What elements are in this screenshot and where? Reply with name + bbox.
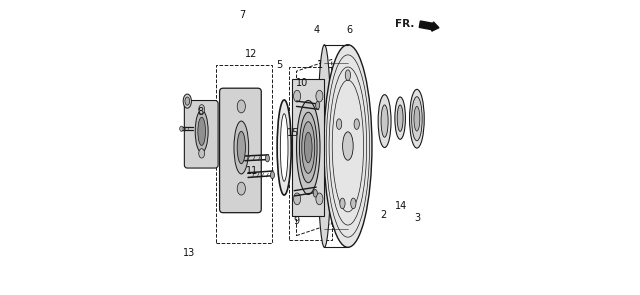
Ellipse shape (183, 94, 191, 108)
Ellipse shape (351, 198, 356, 209)
Bar (216, 65, 271, 243)
Ellipse shape (280, 114, 288, 181)
Ellipse shape (313, 189, 317, 197)
Ellipse shape (234, 121, 249, 174)
Ellipse shape (270, 172, 275, 179)
Ellipse shape (199, 149, 205, 158)
Ellipse shape (294, 90, 301, 102)
Ellipse shape (395, 97, 406, 139)
Ellipse shape (266, 155, 269, 162)
Ellipse shape (337, 119, 342, 130)
Ellipse shape (324, 45, 372, 247)
Ellipse shape (237, 182, 245, 195)
Text: 2: 2 (380, 210, 387, 220)
Ellipse shape (237, 131, 245, 164)
Ellipse shape (412, 97, 422, 141)
Text: 7: 7 (239, 10, 245, 20)
Ellipse shape (316, 101, 320, 109)
Text: 6: 6 (346, 25, 353, 35)
Ellipse shape (397, 105, 403, 131)
Text: 1: 1 (317, 60, 323, 70)
Text: 13: 13 (183, 248, 195, 258)
Ellipse shape (296, 101, 320, 194)
Ellipse shape (180, 126, 183, 131)
Ellipse shape (354, 119, 359, 130)
Polygon shape (292, 78, 324, 217)
Text: 8: 8 (197, 107, 204, 117)
Ellipse shape (317, 45, 331, 247)
Text: FR.: FR. (395, 19, 414, 29)
Ellipse shape (277, 100, 291, 195)
Bar (289, 67, 332, 240)
Text: 10: 10 (296, 78, 308, 88)
Ellipse shape (294, 193, 301, 205)
Text: 9: 9 (294, 216, 300, 226)
Text: 14: 14 (395, 201, 407, 211)
Text: 3: 3 (414, 213, 420, 223)
Ellipse shape (199, 105, 205, 114)
Text: 11: 11 (246, 166, 259, 176)
FancyArrow shape (419, 21, 439, 31)
Ellipse shape (305, 132, 312, 163)
Ellipse shape (302, 122, 315, 173)
Text: 4: 4 (314, 25, 320, 35)
Ellipse shape (316, 90, 323, 102)
Text: 5: 5 (276, 60, 282, 70)
Ellipse shape (300, 112, 317, 183)
Ellipse shape (342, 132, 353, 160)
Ellipse shape (340, 198, 345, 209)
Ellipse shape (381, 105, 388, 137)
Text: 15: 15 (287, 128, 300, 138)
FancyBboxPatch shape (220, 88, 261, 213)
Ellipse shape (378, 95, 391, 148)
Ellipse shape (410, 89, 424, 148)
Ellipse shape (185, 97, 189, 105)
Text: 12: 12 (245, 49, 257, 58)
Ellipse shape (198, 117, 205, 145)
Ellipse shape (237, 100, 245, 113)
Ellipse shape (195, 110, 208, 153)
Ellipse shape (414, 106, 420, 131)
FancyBboxPatch shape (184, 101, 218, 168)
Ellipse shape (316, 193, 323, 205)
Ellipse shape (345, 70, 351, 81)
